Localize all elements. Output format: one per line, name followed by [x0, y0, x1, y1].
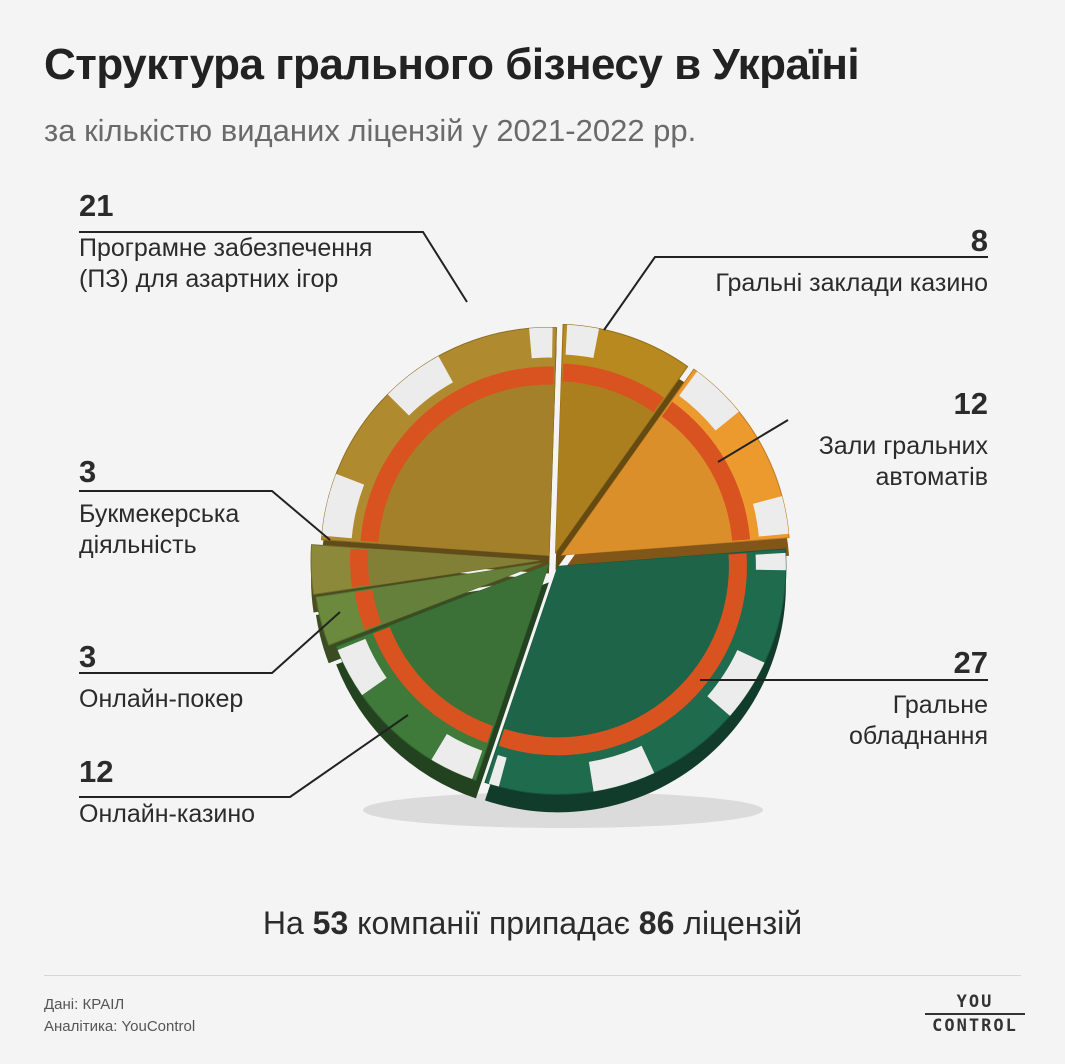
- label-slots-value: 12: [953, 386, 988, 421]
- label-betting-value: 3: [79, 454, 97, 489]
- chip-edge-tab: [488, 754, 507, 787]
- summary-pre: На: [262, 905, 304, 941]
- summary: На 53 компанії припадає 86 ліцензій: [0, 905, 1065, 942]
- source: Дані: КРАІЛ Аналітика: YouControl: [44, 994, 195, 1038]
- youcontrol-logo: YOU CONTROL: [925, 992, 1025, 1036]
- chip-ring-segment: [350, 548, 370, 588]
- chip-edge-tab: [679, 371, 739, 431]
- slice-inner: [372, 563, 542, 625]
- logo-top-text: YOU: [956, 992, 994, 1012]
- label-poker-value: 3: [79, 639, 97, 674]
- label-poker-text1: Онлайн-покер: [79, 685, 244, 713]
- label-software-text1: Програмне забезпечення: [79, 234, 373, 262]
- chip-edge-tab: [387, 356, 453, 416]
- logo-bottom-text: CONTROL: [932, 1016, 1018, 1036]
- chip-edge-tab: [321, 473, 365, 539]
- chip-edge-tab: [588, 745, 655, 792]
- leader-casino: [603, 256, 988, 331]
- logo-bar: [925, 1013, 1025, 1015]
- label-casino: 8 Гральні заклади казино: [715, 225, 988, 299]
- source-data: Дані: КРАІЛ: [44, 996, 125, 1013]
- summary-post: ліцензій: [683, 905, 803, 941]
- leader-betting: [79, 490, 331, 541]
- slice-2: [555, 324, 689, 555]
- chip-ring-segment: [360, 366, 554, 543]
- chip-edge-tab: [755, 552, 786, 571]
- leader-online-casino: [79, 714, 409, 798]
- label-software-text2: (ПЗ) для азартних ігор: [79, 265, 339, 293]
- slice-4: [484, 548, 787, 795]
- label-poker: 3 Онлайн-покер: [79, 641, 243, 715]
- slice-inner: [378, 384, 555, 556]
- label-slots: 12 Зали гральних автоматів: [819, 388, 988, 493]
- summary-mid: компанії припадає: [357, 905, 630, 941]
- leader-poker: [79, 611, 341, 674]
- summary-companies: 53: [312, 905, 349, 941]
- page-subtitle: за кількістю виданих ліцензій у 2021-202…: [44, 113, 697, 148]
- slice-inner: [555, 381, 655, 553]
- label-slots-text1: Зали гральних: [818, 432, 988, 460]
- label-equipment: 27 Гральне обладнання: [849, 647, 988, 752]
- label-online-casino: 12 Онлайн-казино: [79, 756, 255, 830]
- footer-divider: [44, 975, 1021, 976]
- chip-edge-tab: [529, 327, 553, 359]
- chip-edge-tab: [707, 649, 765, 716]
- chip-edge-tab: [431, 734, 483, 780]
- chip-edge-tab: [752, 496, 789, 537]
- slice-inner: [389, 564, 549, 727]
- chip-edge-tab: [565, 324, 600, 359]
- label-software-value: 21: [79, 188, 114, 223]
- label-slots-text2: автоматів: [875, 463, 988, 491]
- page-title: Структура грального бізнесу в Україні: [44, 40, 860, 89]
- slice-7: [310, 544, 540, 596]
- label-equipment-value: 27: [953, 645, 988, 680]
- slice-inner: [561, 415, 733, 556]
- slice-3: [560, 368, 790, 556]
- source-analytics: Аналітика: YouControl: [44, 1018, 196, 1035]
- slice-5: [335, 563, 550, 781]
- slice-1: [321, 327, 558, 557]
- chip-ring-segment: [661, 401, 751, 541]
- chip-ring-segment: [373, 627, 494, 743]
- label-equipment-text1: Гральне: [892, 691, 988, 719]
- slice-6: [315, 562, 542, 646]
- slice-inner: [368, 548, 540, 587]
- chip-ring-segment: [498, 553, 747, 756]
- label-betting-text2: діяльність: [79, 531, 197, 559]
- chip-ring-segment: [354, 589, 382, 630]
- summary-licenses: 86: [638, 905, 675, 941]
- slice-inner: [503, 553, 729, 738]
- leader-software: [79, 231, 468, 303]
- label-online-casino-value: 12: [79, 754, 114, 789]
- chip-ring-segment: [562, 363, 664, 413]
- label-casino-value: 8: [970, 223, 988, 258]
- label-betting-text1: Букмекерська: [79, 500, 240, 528]
- label-betting: 3 Букмекерська діяльність: [79, 456, 239, 561]
- label-software: 21 Програмне забезпечення (ПЗ) для азарт…: [79, 190, 372, 295]
- leader-slots: [717, 419, 789, 463]
- label-online-casino-text1: Онлайн-казино: [79, 800, 256, 828]
- label-casino-text1: Гральні заклади казино: [715, 269, 988, 297]
- label-equipment-text2: обладнання: [848, 722, 988, 750]
- chip-edge-tab: [337, 638, 387, 696]
